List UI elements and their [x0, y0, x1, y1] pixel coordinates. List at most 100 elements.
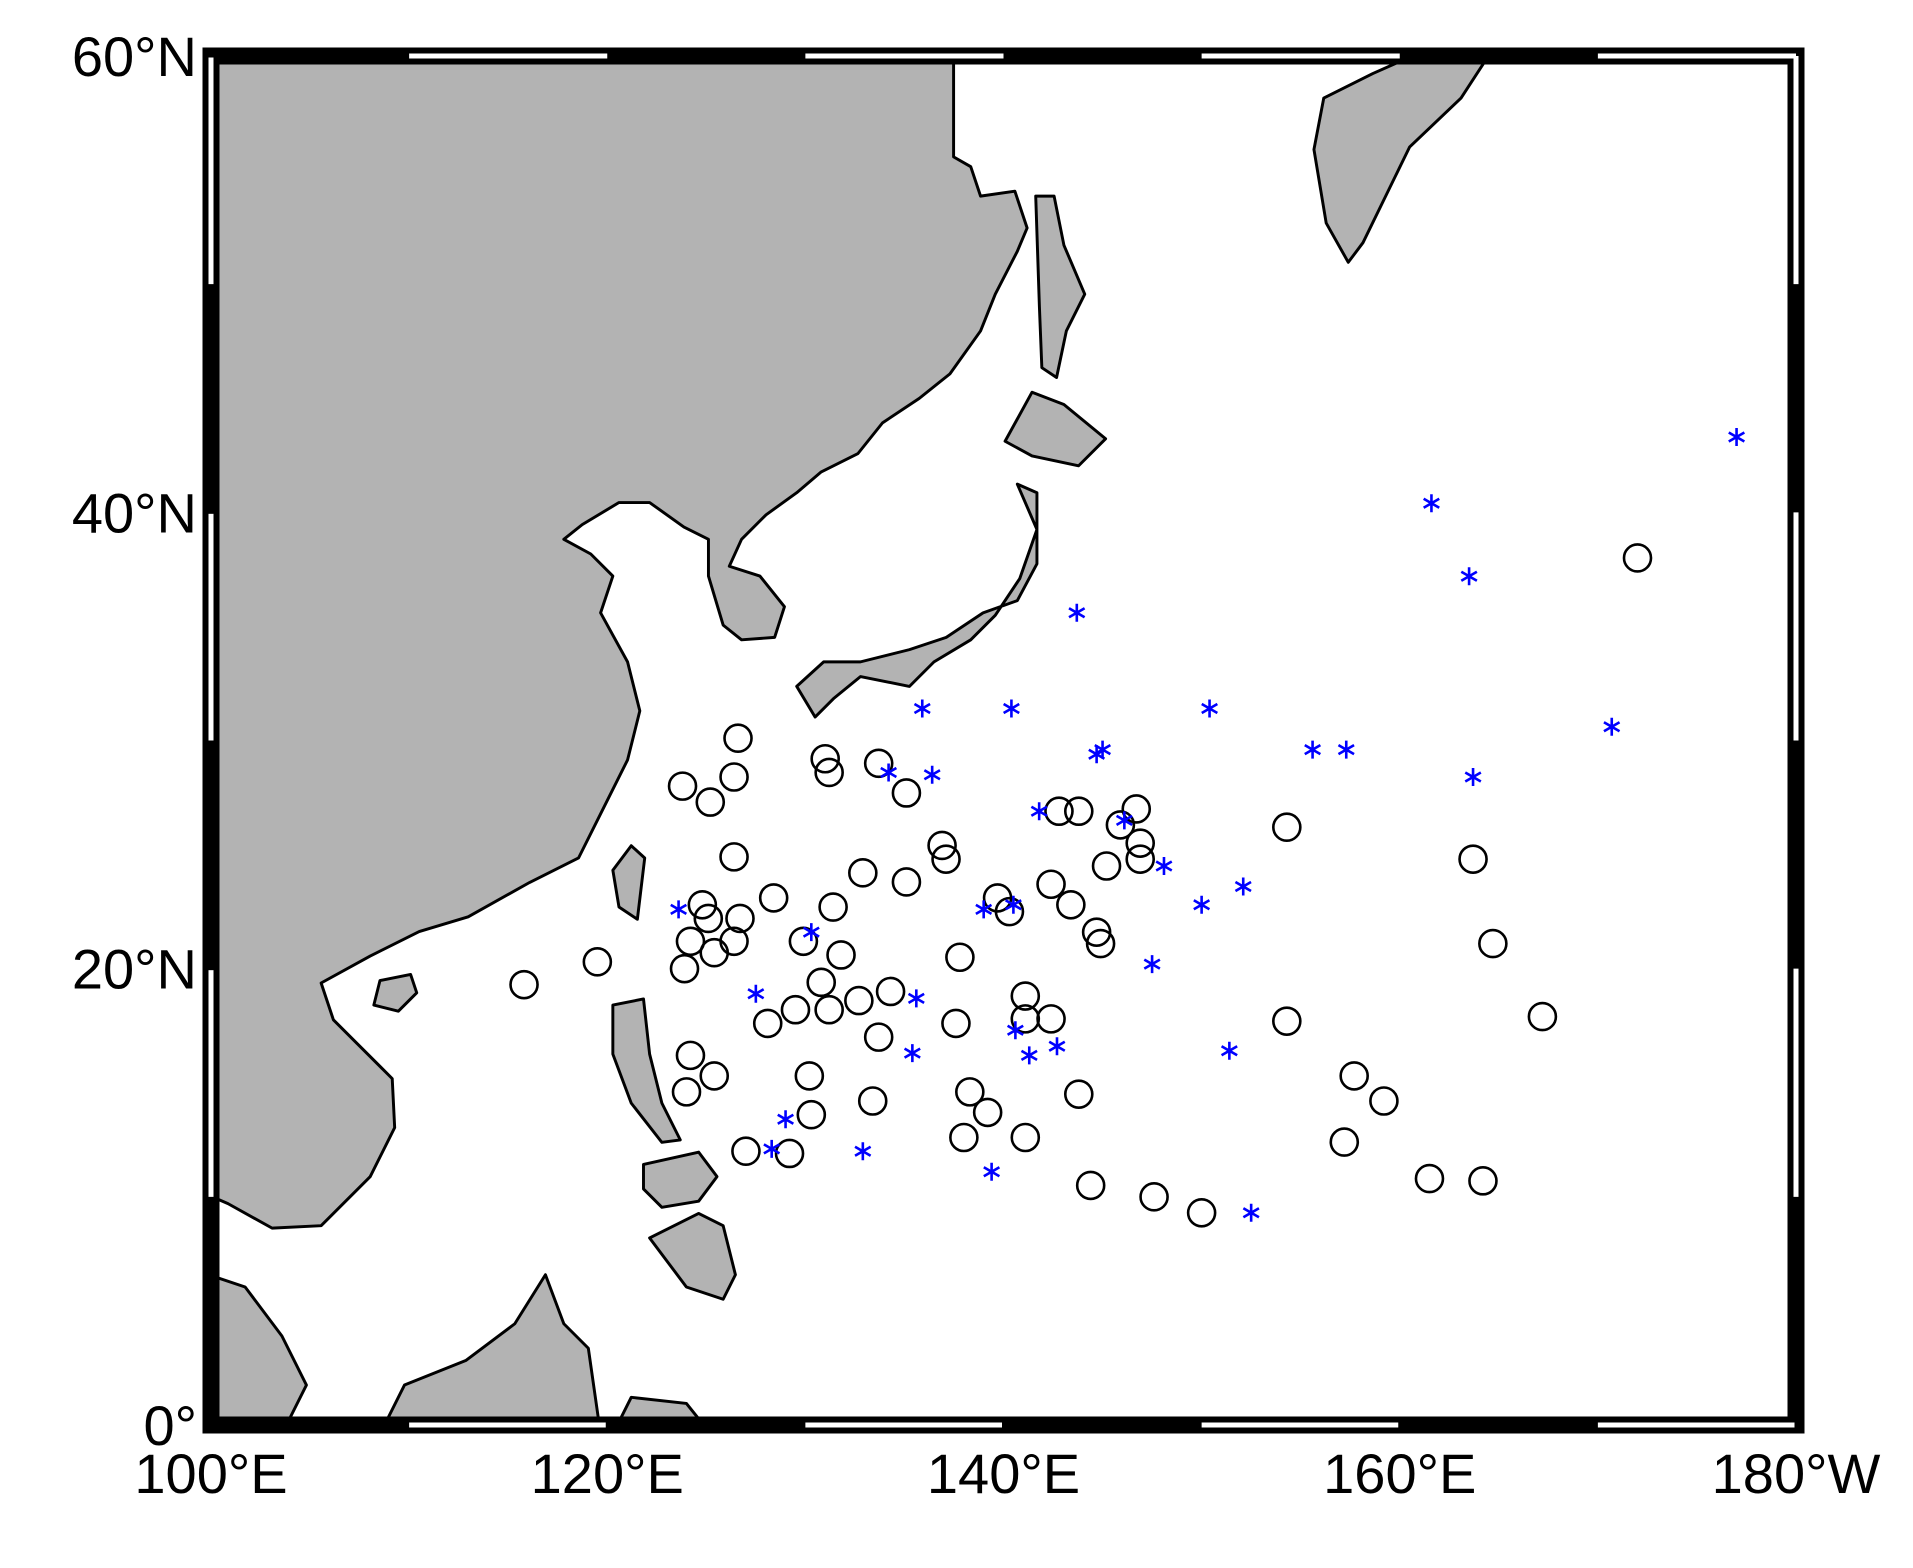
- circle-marker: [758, 883, 789, 913]
- circle-marker: [699, 1061, 730, 1091]
- circle-marker: [1339, 1061, 1369, 1091]
- x-tick-label: 160°E: [1323, 1442, 1476, 1505]
- circle-marker: [699, 937, 730, 968]
- circle-marker: [814, 757, 844, 788]
- circle-marker: [875, 976, 906, 1007]
- circle-marker: [994, 896, 1025, 927]
- circle-marker: [582, 947, 613, 977]
- y-tick-label: 0°: [143, 1394, 197, 1457]
- circle-marker: [1329, 1127, 1360, 1157]
- circle-marker: [818, 892, 848, 922]
- circle-marker: [1044, 796, 1074, 827]
- circle-marker: [1010, 1122, 1041, 1153]
- luzon: [611, 997, 682, 1144]
- star-marker: [1143, 955, 1161, 974]
- star-marker: [747, 984, 765, 1003]
- circle-marker: [1186, 1198, 1217, 1228]
- honshu: [795, 482, 1039, 719]
- circle-marker: [1105, 810, 1136, 840]
- star-marker: [1068, 603, 1086, 622]
- circle-marker: [725, 903, 755, 934]
- circle-marker: [1272, 1006, 1302, 1036]
- circle-marker: [788, 926, 819, 957]
- star-marker: [1115, 811, 1133, 830]
- land-layer: [211, 56, 1491, 1425]
- star-marker: [1460, 567, 1478, 586]
- star-marker: [923, 765, 941, 784]
- circle-marker: [1272, 812, 1302, 843]
- circle-marker: [857, 1086, 888, 1116]
- asia-mainland: [211, 56, 1029, 1230]
- star-marker: [880, 763, 898, 782]
- malay-peninsula: [211, 1274, 308, 1425]
- circle-marker: [826, 940, 856, 970]
- circle-marker: [667, 771, 698, 801]
- circle-marker: [863, 748, 894, 779]
- hainan: [372, 972, 419, 1013]
- circle-marker: [1121, 794, 1152, 824]
- star-marker: [907, 989, 925, 1008]
- star-marker: [1094, 740, 1112, 759]
- star-marker: [1048, 1037, 1066, 1056]
- circle-marker: [941, 1008, 971, 1039]
- circle-marker: [1622, 543, 1653, 573]
- kamchatka: [1312, 56, 1491, 264]
- star-marker: [1603, 717, 1621, 736]
- star-marker: [1304, 740, 1322, 759]
- circle-marker: [1369, 1086, 1399, 1116]
- circle-marker: [1010, 981, 1041, 1011]
- circle-marker: [1414, 1163, 1445, 1194]
- circle-marker: [1081, 917, 1112, 947]
- circle-marker: [731, 1136, 761, 1166]
- circle-marker: [719, 842, 749, 872]
- circle-marker: [774, 1138, 805, 1169]
- circle-marker: [671, 1077, 702, 1107]
- taiwan: [611, 844, 647, 921]
- x-tick-label: 120°E: [531, 1442, 684, 1505]
- star-marker: [1193, 895, 1211, 914]
- circle-marker: [931, 844, 961, 874]
- circle-marker: [891, 778, 922, 808]
- star-marker: [1002, 699, 1020, 718]
- circle-marker: [848, 858, 878, 888]
- star-marker: [1423, 494, 1440, 513]
- circle-marker: [1527, 1001, 1558, 1032]
- y-tick-label: 20°N: [72, 938, 197, 1001]
- x-tick-label: 180°W: [1712, 1442, 1881, 1505]
- star-marker: [903, 1044, 921, 1063]
- circle-marker: [1036, 1004, 1066, 1034]
- circle-marker: [675, 926, 706, 957]
- star-marker: [1020, 1046, 1038, 1065]
- star-marker: [1004, 895, 1022, 914]
- circle-marker: [1091, 851, 1122, 881]
- circle-marker: [927, 830, 957, 861]
- circle-marker: [719, 762, 749, 792]
- y-tick-label: 40°N: [72, 481, 197, 544]
- circle-marker: [780, 994, 811, 1025]
- star-marker: [777, 1110, 795, 1129]
- circle-marker: [796, 1099, 827, 1130]
- star-marker: [983, 1162, 1001, 1181]
- star-marker: [854, 1142, 872, 1161]
- star-marker: [1464, 768, 1482, 787]
- star-marker: [1234, 877, 1252, 896]
- circle-marker: [949, 1122, 979, 1153]
- circle-marker: [891, 867, 922, 897]
- visayas: [642, 1150, 719, 1209]
- circle-marker: [1085, 928, 1116, 959]
- star-marker: [913, 699, 931, 718]
- star-marker: [1337, 740, 1355, 759]
- circle-marker: [794, 1061, 825, 1091]
- y-tick-label: 60°N: [72, 25, 197, 88]
- hokkaido: [1003, 390, 1108, 468]
- circle-marker: [1468, 1166, 1498, 1196]
- circle-marker: [1125, 844, 1156, 874]
- circle-marker: [1063, 796, 1094, 827]
- circle-marker: [844, 985, 874, 1016]
- mindanao: [648, 1211, 737, 1301]
- circle-marker: [1056, 889, 1086, 920]
- circle-marker: [723, 723, 753, 754]
- star-marker: [1201, 699, 1218, 718]
- circle-marker: [1075, 1170, 1106, 1201]
